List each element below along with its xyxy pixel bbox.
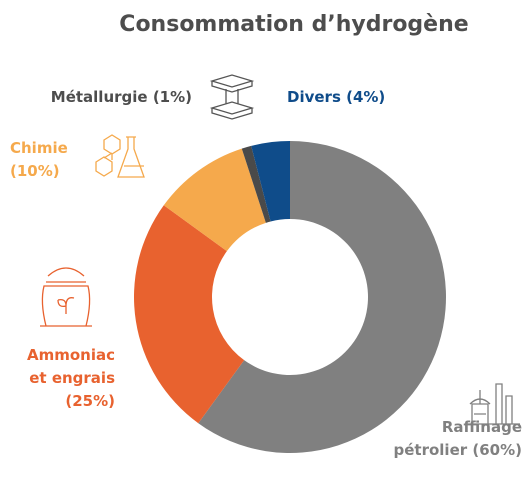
refinery-icon — [466, 383, 520, 425]
value-label: (10%) — [10, 162, 60, 180]
slice-label: Raffinage pétrolier (60%) — [382, 416, 523, 462]
wedge — [198, 141, 447, 454]
category-label: Ammoniac et engrais — [26, 346, 115, 387]
slice-label: Chimie (10%) — [10, 137, 70, 183]
value-label: (60%) — [472, 441, 522, 459]
chart-title: Consommation d’hydrogène — [119, 12, 469, 37]
slice-label: Divers (4%) — [287, 86, 385, 109]
wedge — [134, 205, 245, 424]
wedge — [163, 148, 266, 252]
category-label: Divers — [287, 88, 341, 106]
bag-icon — [40, 267, 92, 327]
value-label: (1%) — [152, 88, 192, 106]
wedge — [251, 141, 290, 222]
chem-icon — [95, 134, 145, 178]
slice-label: Ammoniac et engrais (25%) — [8, 344, 115, 413]
category-label: Raffinage pétrolier — [393, 418, 523, 459]
category-label: Métallurgie — [50, 88, 148, 106]
wedge — [241, 145, 271, 223]
slice-label: Métallurgie (1%) — [51, 86, 192, 109]
value-label: (4%) — [346, 88, 386, 106]
value-label: (25%) — [65, 392, 115, 410]
category-label: Chimie — [10, 139, 68, 157]
metal-icon — [209, 74, 255, 120]
